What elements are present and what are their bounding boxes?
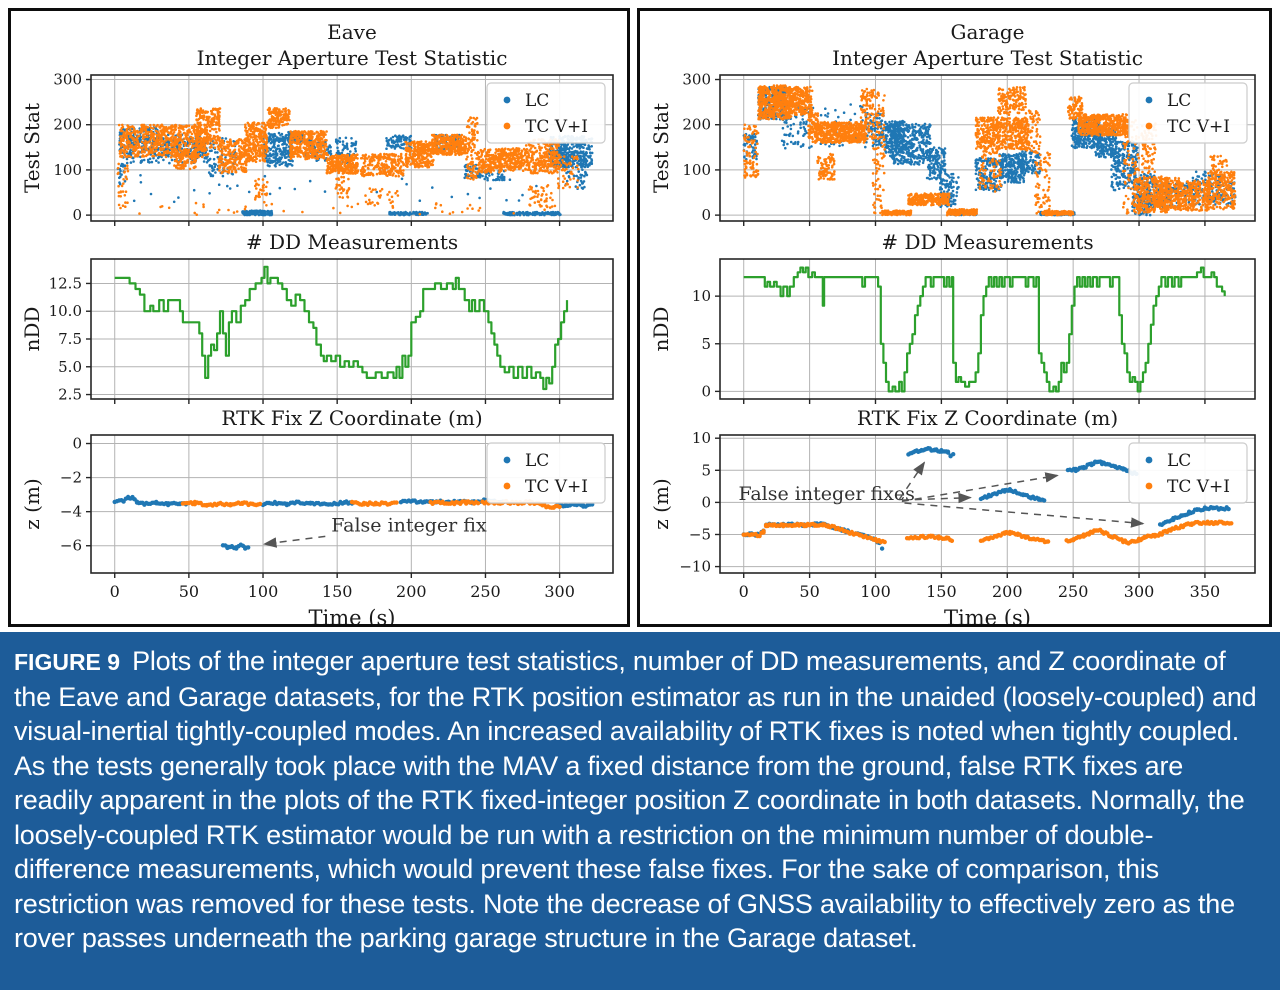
svg-text:200: 200 bbox=[396, 582, 427, 601]
svg-text:5: 5 bbox=[701, 461, 711, 479]
svg-text:0: 0 bbox=[72, 435, 82, 453]
svg-text:10.0: 10.0 bbox=[49, 302, 82, 320]
svg-text:TC V+I: TC V+I bbox=[1167, 117, 1230, 137]
svg-text:50: 50 bbox=[799, 582, 819, 601]
svg-text:# DD Measurements: # DD Measurements bbox=[881, 230, 1093, 254]
svg-text:z (m): z (m) bbox=[649, 478, 673, 529]
svg-text:150: 150 bbox=[322, 582, 353, 601]
svg-text:nDD: nDD bbox=[20, 307, 44, 352]
svg-text:0: 0 bbox=[72, 206, 82, 224]
svg-text:−4: −4 bbox=[60, 503, 82, 521]
svg-text:−6: −6 bbox=[60, 537, 82, 555]
eave-z: 0 −2 −4 −6 0 50 100 150 200 250 300 RTK Fix Z Coord… bbox=[20, 406, 614, 624]
svg-text:350: 350 bbox=[1190, 582, 1221, 601]
garage-ndd: 0 5 10 # DD Measurements nDD bbox=[649, 230, 1256, 404]
svg-text:250: 250 bbox=[1058, 582, 1089, 601]
svg-text:nDD: nDD bbox=[649, 307, 673, 352]
svg-text:0: 0 bbox=[701, 206, 711, 224]
svg-text:7.5: 7.5 bbox=[58, 330, 82, 348]
svg-text:# DD Measurements: # DD Measurements bbox=[246, 230, 458, 254]
svg-text:LC: LC bbox=[525, 91, 549, 111]
eave-ndd: 2.5 5.0 7.5 10.0 12.5 # DD Measurements nDD bbox=[20, 230, 614, 404]
svg-text:100: 100 bbox=[248, 582, 279, 601]
svg-text:0: 0 bbox=[739, 582, 749, 601]
svg-text:300: 300 bbox=[53, 71, 82, 89]
svg-text:200: 200 bbox=[53, 116, 82, 134]
svg-text:12.5: 12.5 bbox=[49, 274, 82, 292]
panel-garage: 0 100 200 300 Garage Integer Aperture Test St… bbox=[637, 8, 1272, 627]
svg-text:300: 300 bbox=[544, 582, 575, 601]
svg-text:150: 150 bbox=[926, 582, 957, 601]
svg-text:100: 100 bbox=[860, 582, 891, 601]
svg-text:10: 10 bbox=[692, 287, 711, 305]
caption-paragraph: FIGURE 9 Plots of the integer aperture te… bbox=[14, 644, 1260, 956]
svg-text:250: 250 bbox=[470, 582, 501, 601]
svg-text:False integer fixes: False integer fixes bbox=[738, 483, 914, 505]
svg-text:Integer Aperture Test Statisti: Integer Aperture Test Statistic bbox=[832, 46, 1143, 70]
svg-text:Time (s): Time (s) bbox=[944, 606, 1031, 624]
svg-text:−2: −2 bbox=[60, 469, 82, 487]
svg-text:−5: −5 bbox=[689, 525, 711, 543]
figure-label: FIGURE 9 bbox=[14, 649, 121, 675]
svg-text:TC V+I: TC V+I bbox=[525, 477, 588, 497]
svg-text:200: 200 bbox=[682, 116, 711, 134]
svg-text:100: 100 bbox=[53, 161, 82, 179]
svg-text:5.0: 5.0 bbox=[58, 358, 82, 376]
svg-text:False integer fix: False integer fix bbox=[331, 514, 487, 536]
svg-text:50: 50 bbox=[179, 582, 199, 601]
svg-text:TC V+I: TC V+I bbox=[525, 117, 588, 137]
svg-text:Test Stat: Test Stat bbox=[649, 103, 673, 193]
svg-text:Test Stat: Test Stat bbox=[20, 103, 44, 193]
svg-text:−10: −10 bbox=[679, 558, 711, 576]
svg-text:Garage: Garage bbox=[950, 20, 1024, 44]
svg-text:TC V+I: TC V+I bbox=[1167, 477, 1230, 497]
panel-eave: 0 100 200 300 Eave Integer Aperture Test Stat… bbox=[8, 8, 630, 627]
svg-text:10: 10 bbox=[692, 429, 711, 447]
svg-text:RTK Fix Z Coordinate (m): RTK Fix Z Coordinate (m) bbox=[857, 406, 1118, 430]
svg-text:0: 0 bbox=[701, 493, 711, 511]
svg-text:300: 300 bbox=[1124, 582, 1155, 601]
svg-text:0: 0 bbox=[110, 582, 120, 601]
plots-row: 0 100 200 300 Eave Integer Aperture Test Stat… bbox=[8, 8, 1272, 627]
svg-text:5: 5 bbox=[701, 335, 711, 353]
figure-caption: FIGURE 9 Plots of the integer aperture te… bbox=[0, 632, 1280, 990]
svg-text:100: 100 bbox=[682, 161, 711, 179]
svg-text:LC: LC bbox=[1167, 91, 1191, 111]
svg-text:Integer Aperture Test Statisti: Integer Aperture Test Statistic bbox=[197, 46, 508, 70]
svg-text:300: 300 bbox=[682, 71, 711, 89]
svg-text:0: 0 bbox=[701, 382, 711, 400]
svg-text:Eave: Eave bbox=[327, 20, 377, 44]
svg-text:Time (s): Time (s) bbox=[309, 606, 396, 624]
svg-text:z (m): z (m) bbox=[20, 478, 44, 529]
svg-text:LC: LC bbox=[1167, 451, 1191, 471]
svg-text:200: 200 bbox=[992, 582, 1023, 601]
svg-text:LC: LC bbox=[525, 451, 549, 471]
svg-text:2.5: 2.5 bbox=[58, 386, 82, 404]
caption-body: Plots of the integer aperture test stati… bbox=[14, 646, 1257, 953]
svg-text:RTK Fix Z Coordinate (m): RTK Fix Z Coordinate (m) bbox=[221, 406, 482, 430]
